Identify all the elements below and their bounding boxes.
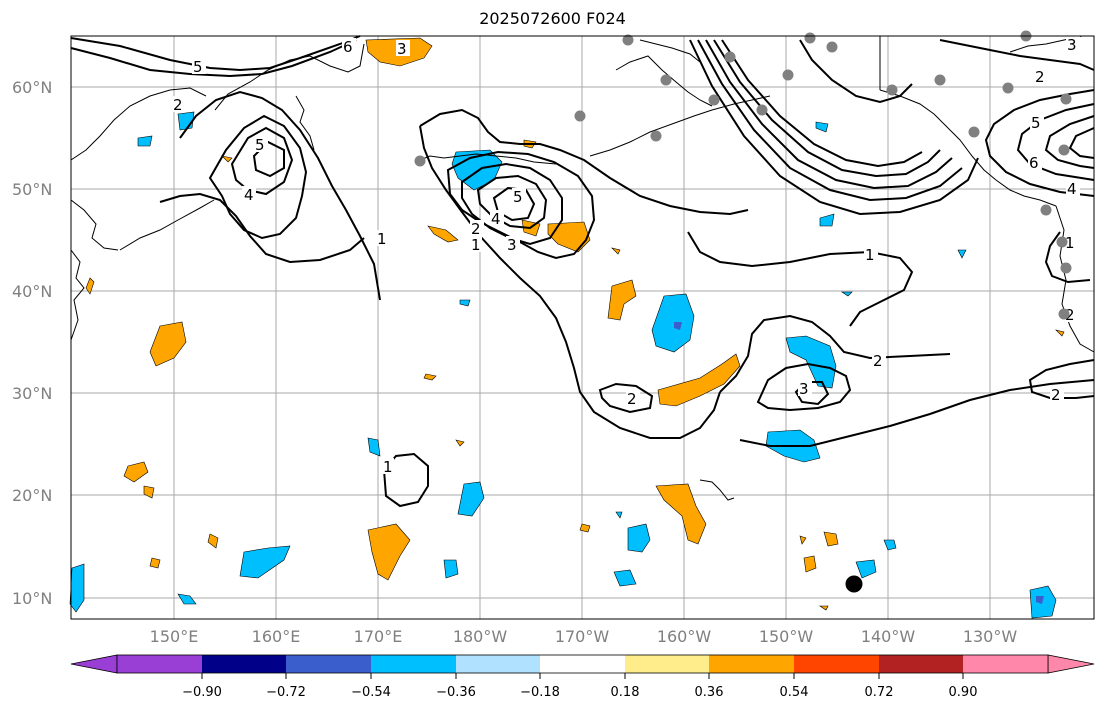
contour-label: 2	[873, 352, 883, 370]
contour-label: 4	[491, 210, 501, 228]
station-markers	[414, 30, 1072, 320]
colorbar-tick-label: 0.72	[865, 685, 894, 700]
colorbar-segment	[286, 655, 371, 673]
colorbar-segment	[879, 655, 963, 673]
map-title: 2025072600 F024	[479, 9, 626, 28]
contour-label: 2	[471, 220, 481, 238]
contour-label: 2	[627, 390, 637, 408]
shaded-anomaly-fields	[69, 37, 1065, 619]
contour-label: 5	[1031, 114, 1041, 132]
contour-label: 3	[799, 380, 809, 398]
colorbar-segment	[709, 655, 794, 673]
lat-label-60n: 60°N	[12, 78, 52, 97]
contour-labels: 5 2 4 5 1 5 4 3 2 1 1 2 3 2 1 6 3 2 5	[172, 36, 1080, 476]
lon-label-180w: 180°W	[453, 627, 508, 646]
contour-label: 4	[1067, 180, 1077, 198]
map-frame	[70, 35, 1095, 620]
latitude-labels: 60°N 50°N 40°N 30°N 20°N 10°N	[12, 78, 52, 608]
colorbar-segment	[794, 655, 879, 673]
contour-label: 1	[1065, 234, 1075, 252]
lon-label-140w: 140°W	[861, 627, 916, 646]
colorbar-tick-label: −0.18	[520, 685, 560, 700]
colorbar-segment	[202, 655, 286, 673]
colorbar-segment	[371, 655, 456, 673]
colorbar-tick-label: 0.54	[780, 685, 809, 700]
colorbar-tick-label: 0.18	[611, 685, 640, 700]
lat-label-20n: 20°N	[12, 486, 52, 505]
contour-label: 6	[1029, 154, 1039, 172]
contour-label: 2	[1035, 68, 1045, 86]
storm-center-marker	[845, 575, 863, 593]
colorbar-tick-label: −0.72	[266, 685, 306, 700]
contour-label: 6	[343, 38, 353, 56]
colorbar-tick-label: −0.36	[436, 685, 476, 700]
contour-label: 3	[1067, 36, 1077, 54]
colorbar: −0.90 −0.72 −0.54 −0.36 −0.18 0.18 0.36 0.54 0.7…	[70, 654, 1095, 700]
contour-label: 4	[244, 186, 254, 204]
contour-label: 5	[193, 58, 203, 76]
colorbar-ticks: −0.90 −0.72 −0.54 −0.36 −0.18 0.18 0.36 0.54 0.7…	[182, 673, 977, 700]
colorbar-segment	[625, 655, 709, 673]
contour-label: 1	[471, 236, 481, 254]
coastlines	[70, 35, 1095, 501]
colorbar-extend-high	[1047, 654, 1095, 674]
contour-label: 1	[377, 230, 387, 248]
contour-label: 1	[383, 458, 393, 476]
lon-label-170w: 170°W	[555, 627, 610, 646]
colorbar-segment	[963, 655, 1048, 673]
lon-label-150e: 150°E	[150, 627, 199, 646]
colorbar-outline	[116, 654, 1049, 674]
longitude-labels: 150°E 160°E 170°E 180°W 170°W 160°W 150°…	[150, 627, 1018, 646]
contour-label: 3	[397, 40, 407, 58]
colorbar-segment	[540, 655, 625, 673]
lon-label-150w: 150°W	[759, 627, 814, 646]
lat-label-10n: 10°N	[12, 589, 52, 608]
contour-label: 5	[513, 188, 523, 206]
contour-lines	[70, 35, 1095, 508]
colorbar-tick-label: −0.54	[351, 685, 391, 700]
colorbar-tick-label: 0.36	[695, 685, 724, 700]
contour-label: 2	[1065, 306, 1075, 324]
lon-label-160e: 160°E	[252, 627, 301, 646]
lon-label-130w: 130°W	[963, 627, 1018, 646]
contour-label: 1	[865, 246, 875, 264]
lat-label-40n: 40°N	[12, 282, 52, 301]
colorbar-tick-label: 0.90	[949, 685, 978, 700]
colorbar-extend-low	[70, 654, 118, 674]
colorbar-segments	[117, 655, 1048, 673]
lon-label-160w: 160°W	[657, 627, 712, 646]
contour-label: 2	[173, 96, 183, 114]
contour-label: 3	[507, 236, 517, 254]
lat-label-50n: 50°N	[12, 180, 52, 199]
colorbar-segment	[456, 655, 540, 673]
colorbar-segment	[117, 655, 202, 673]
contour-label: 5	[255, 136, 265, 154]
colorbar-tick-label: −0.90	[182, 685, 222, 700]
lon-label-170e: 170°E	[354, 627, 403, 646]
lat-label-30n: 30°N	[12, 384, 52, 403]
contour-label: 2	[1051, 386, 1061, 404]
